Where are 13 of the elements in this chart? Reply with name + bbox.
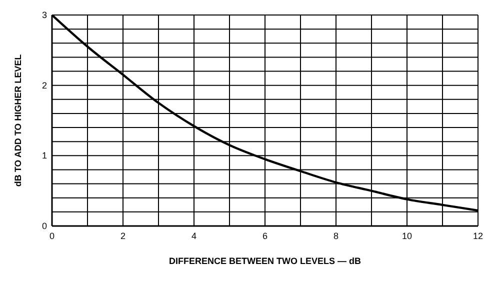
y-tick-label: 2 bbox=[42, 80, 47, 90]
x-tick-label: 6 bbox=[262, 231, 268, 241]
x-tick-label: 4 bbox=[191, 231, 197, 241]
x-tick-label: 12 bbox=[472, 231, 484, 241]
x-tick-label: 2 bbox=[120, 231, 126, 241]
y-tick-label: 3 bbox=[42, 10, 47, 20]
x-tick-label: 10 bbox=[402, 231, 412, 241]
x-tick-label: 8 bbox=[333, 231, 339, 241]
y-tick-label: 1 bbox=[42, 150, 47, 161]
x-axis-title: DIFFERENCE BETWEEN TWO LEVELS — dB bbox=[168, 256, 362, 266]
x-tick-label: 0 bbox=[49, 231, 55, 241]
y-tick-label: 0 bbox=[42, 221, 47, 231]
y-axis-title: dB TO ADD TO HIGHER LEVEL bbox=[13, 54, 24, 187]
